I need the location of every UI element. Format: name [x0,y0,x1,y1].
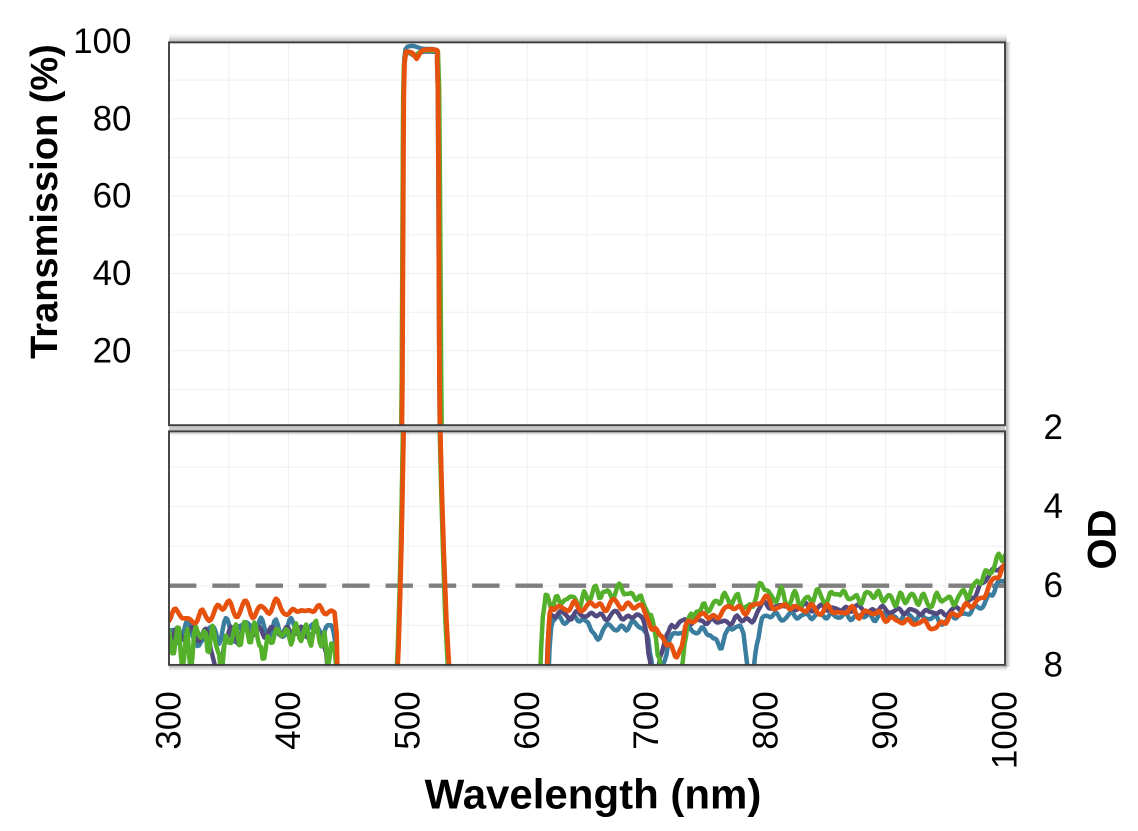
svg-text:80: 80 [93,99,132,138]
svg-text:600: 600 [508,691,547,749]
svg-text:40: 40 [93,254,132,293]
svg-text:800: 800 [747,691,786,749]
svg-text:500: 500 [388,691,427,749]
svg-text:60: 60 [93,177,132,216]
svg-text:Wavelength (nm): Wavelength (nm) [425,771,762,818]
svg-text:2: 2 [1044,408,1063,447]
svg-text:900: 900 [866,691,905,749]
svg-text:400: 400 [269,691,308,749]
svg-text:100: 100 [73,22,131,61]
svg-text:1000: 1000 [986,691,1025,769]
svg-text:OD: OD [1081,510,1125,570]
svg-text:4: 4 [1044,487,1063,526]
svg-text:6: 6 [1044,566,1063,605]
svg-text:20: 20 [93,331,132,370]
svg-text:Transmission (%): Transmission (%) [24,44,66,359]
svg-text:300: 300 [150,691,189,749]
svg-text:700: 700 [627,691,666,749]
svg-text:8: 8 [1044,645,1063,684]
